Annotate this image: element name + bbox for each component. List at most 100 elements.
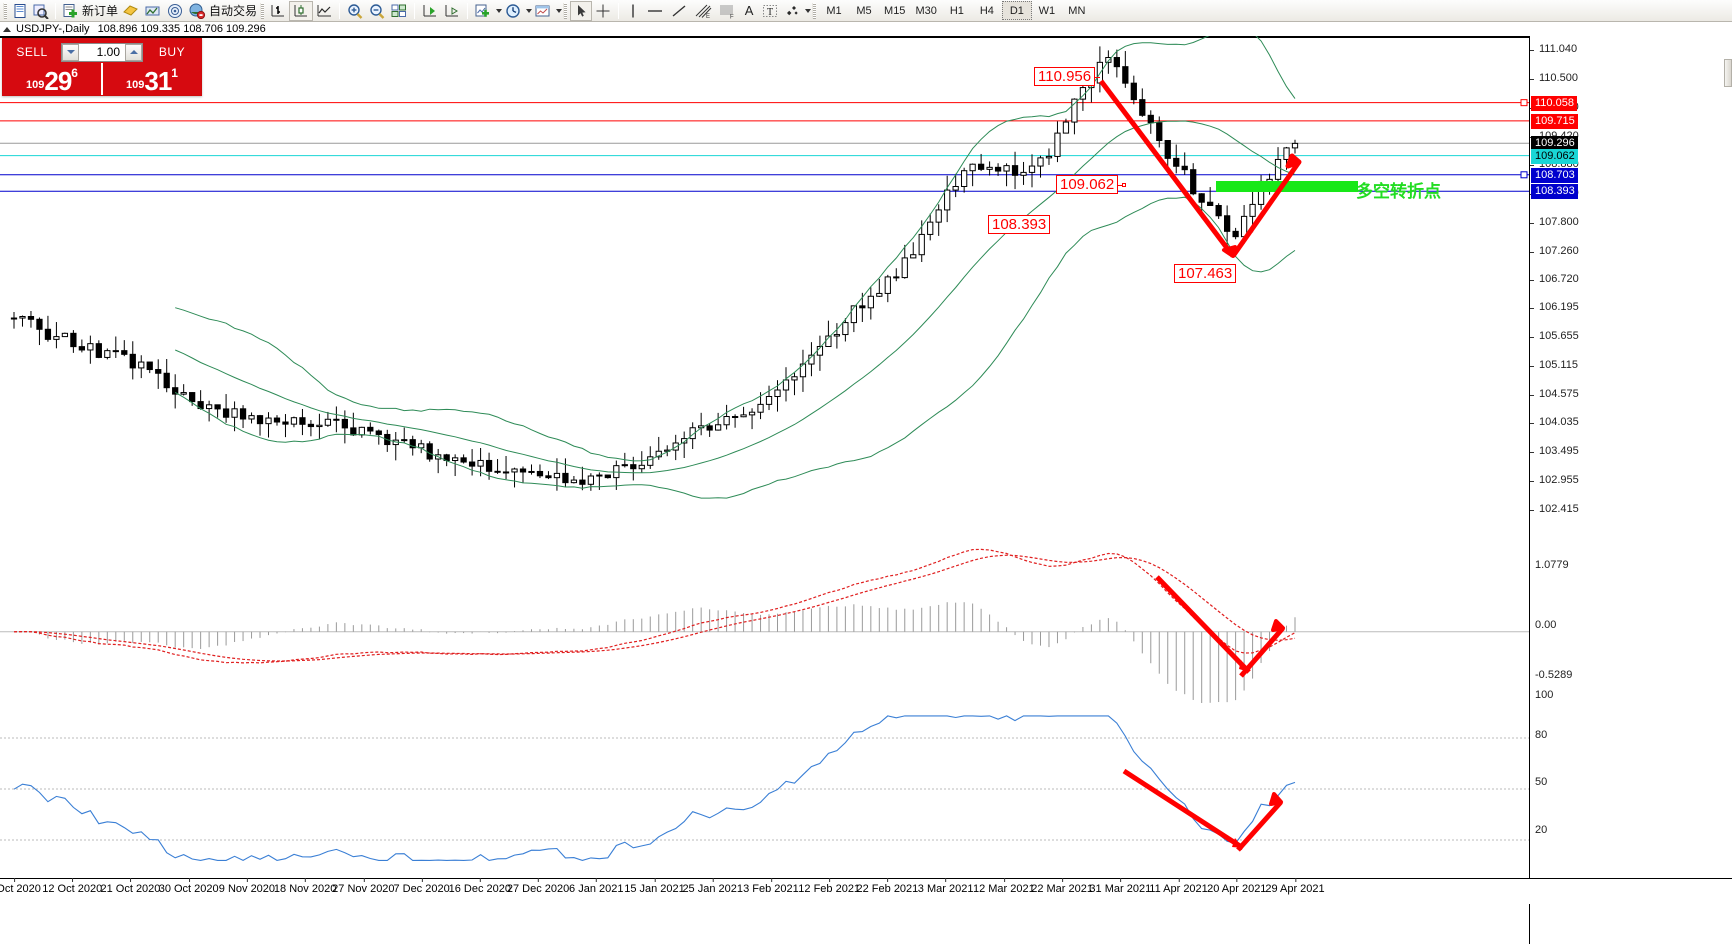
candlestick-chart-icon[interactable] bbox=[289, 0, 314, 21]
period-dropdown-icon[interactable] bbox=[526, 8, 533, 13]
zoom-in-icon[interactable] bbox=[344, 1, 366, 21]
timeframe-d1[interactable]: D1 bbox=[1001, 1, 1032, 20]
price-level-label[interactable]: 109.062 bbox=[1531, 148, 1578, 164]
volume-stepper[interactable]: 1.00 bbox=[61, 42, 143, 62]
time-tick-label: 21 Oct 2020 bbox=[100, 883, 161, 895]
fibonacci-icon[interactable]: F bbox=[715, 1, 739, 21]
auto-trading-label[interactable]: 自动交易 bbox=[209, 4, 258, 18]
crosshair-icon[interactable] bbox=[592, 1, 614, 21]
one-click-trading-panel[interactable]: SELL 1.00 BUY 109 29 6 109 31 1 bbox=[2, 38, 202, 96]
rsi-pane[interactable]: RSI(14) 58.7255 bbox=[0, 36, 1732, 221]
period-clock-icon[interactable] bbox=[502, 1, 524, 21]
price-tick-label: 105.655 bbox=[1539, 330, 1579, 343]
annotation-high: 110.956 bbox=[1034, 67, 1101, 86]
chinese-annotation: 多空转折点 bbox=[1356, 182, 1441, 202]
toolbar-grip[interactable] bbox=[3, 2, 7, 19]
time-tick: 22 Mar 2021 bbox=[1031, 878, 1093, 895]
toolbar-grip-2[interactable] bbox=[260, 2, 265, 19]
shapes-dropdown-icon[interactable] bbox=[805, 8, 812, 13]
bar-chart-icon[interactable] bbox=[267, 1, 289, 21]
price-tick-label: 106.720 bbox=[1539, 273, 1579, 286]
price-level-label[interactable]: 110.058 bbox=[1531, 95, 1577, 111]
time-tick-label: 20 Apr 2021 bbox=[1207, 883, 1267, 895]
vertical-scroll-thumb[interactable] bbox=[1724, 59, 1732, 87]
annotation-support: 108.393 bbox=[988, 215, 1051, 234]
timeframe-w1[interactable]: W1 bbox=[1038, 4, 1056, 17]
price-tick-label: 103.495 bbox=[1539, 445, 1579, 458]
cursor-icon[interactable] bbox=[570, 0, 593, 21]
time-tick: 3 Oct 2020 bbox=[0, 878, 41, 895]
sell-label[interactable]: SELL bbox=[16, 45, 48, 59]
timeframe-h4[interactable]: H4 bbox=[979, 4, 994, 17]
time-tick-label: 7 Dec 2020 bbox=[393, 883, 450, 895]
buy-label[interactable]: BUY bbox=[158, 45, 186, 59]
timeframe-group: M1 M5 M15 M30 H1 H4 D1 W1 MN bbox=[819, 1, 1092, 20]
zoom-out-icon[interactable] bbox=[366, 1, 388, 21]
price-level-label[interactable]: 108.393 bbox=[1531, 184, 1578, 200]
terminal-icon[interactable] bbox=[142, 1, 164, 21]
text-tool-label: A bbox=[744, 3, 754, 18]
collapse-triangle-icon[interactable] bbox=[3, 26, 11, 32]
templates-dropdown-icon[interactable] bbox=[556, 8, 563, 13]
vertical-line-icon[interactable] bbox=[623, 1, 643, 21]
templates-icon[interactable] bbox=[532, 1, 554, 21]
svg-text:F: F bbox=[730, 14, 734, 19]
text-tool-icon[interactable]: A bbox=[739, 1, 759, 21]
sell-price-point: 6 bbox=[71, 66, 78, 80]
toolbar-grip-4[interactable] bbox=[812, 2, 817, 19]
indicators-dropdown-icon[interactable] bbox=[496, 8, 503, 13]
buy-price-prefix: 109 bbox=[126, 79, 145, 91]
auto-trading-icon[interactable] bbox=[186, 1, 208, 21]
time-tick: 27 Nov 2020 bbox=[332, 878, 395, 895]
time-tick-label: 6 Jan 2021 bbox=[569, 883, 624, 895]
price-tick-label: 104.035 bbox=[1539, 416, 1579, 429]
volume-increase-button[interactable] bbox=[125, 43, 142, 61]
chart-area[interactable]: MACD(12,26,9) -0.0851 -0.2082 RSI(14) 58… bbox=[0, 36, 1732, 944]
indicators-icon[interactable] bbox=[472, 1, 494, 21]
price-level-label[interactable]: 109.296 bbox=[1531, 136, 1578, 152]
price-tick-label: 102.955 bbox=[1539, 473, 1579, 486]
market-watch-icon[interactable] bbox=[30, 1, 51, 21]
time-tick: 21 Oct 2020 bbox=[100, 878, 161, 895]
auto-scroll-icon[interactable] bbox=[419, 1, 441, 21]
price-axis[interactable]: 111.040110.500109.960109.420108.880108.3… bbox=[1529, 36, 1732, 944]
shapes-icon[interactable] bbox=[781, 1, 803, 21]
time-tick: 7 Dec 2020 bbox=[393, 878, 450, 895]
timeframe-h1[interactable]: H1 bbox=[949, 4, 964, 17]
time-tick-label: 22 Mar 2021 bbox=[1031, 883, 1093, 895]
trendline-icon[interactable] bbox=[667, 1, 691, 21]
buy-price-button[interactable]: 109 31 1 bbox=[103, 63, 201, 95]
time-tick-label: 31 Mar 2021 bbox=[1089, 883, 1152, 895]
time-tick-label: 18 Nov 2020 bbox=[273, 883, 337, 895]
timeframe-m5[interactable]: M5 bbox=[856, 4, 872, 17]
new-chart-icon[interactable] bbox=[10, 1, 30, 21]
panel-divider bbox=[101, 63, 103, 95]
indicator-tick-label: 1.0779 bbox=[1535, 559, 1569, 571]
time-tick-label: 9 Nov 2020 bbox=[218, 883, 276, 895]
tile-windows-icon[interactable] bbox=[388, 1, 410, 21]
price-level-label[interactable]: 108.703 bbox=[1531, 167, 1578, 183]
equidistant-channel-icon[interactable]: E bbox=[691, 1, 715, 21]
new-order-label[interactable]: 新订单 bbox=[82, 4, 119, 18]
timeframe-m1[interactable]: M1 bbox=[826, 4, 842, 17]
timeframe-m15[interactable]: M15 bbox=[884, 4, 906, 17]
price-level-label[interactable]: 109.715 bbox=[1531, 113, 1578, 129]
text-label-tool-icon[interactable]: T bbox=[759, 1, 781, 21]
timeframe-mn[interactable]: MN bbox=[1068, 4, 1086, 17]
signals-icon[interactable] bbox=[164, 1, 186, 21]
line-chart-icon[interactable] bbox=[313, 1, 335, 21]
new-order-icon[interactable] bbox=[60, 1, 81, 21]
toolbar-grip-3[interactable] bbox=[563, 2, 568, 19]
time-tick-label: 12 Feb 2021 bbox=[798, 883, 861, 895]
sell-price-button[interactable]: 109 29 6 bbox=[3, 63, 101, 95]
volume-decrease-button[interactable] bbox=[62, 43, 79, 61]
time-tick-label: 27 Dec 2020 bbox=[506, 883, 570, 895]
chart-shift-icon[interactable] bbox=[441, 1, 463, 21]
time-tick: 15 Jan 2021 bbox=[624, 878, 685, 895]
volume-value[interactable]: 1.00 bbox=[96, 45, 120, 59]
horizontal-line-icon[interactable] bbox=[643, 1, 667, 21]
history-icon[interactable] bbox=[120, 1, 142, 21]
timeframe-m30[interactable]: M30 bbox=[915, 4, 937, 17]
indicator-tick-label: 0.00 bbox=[1535, 619, 1557, 631]
